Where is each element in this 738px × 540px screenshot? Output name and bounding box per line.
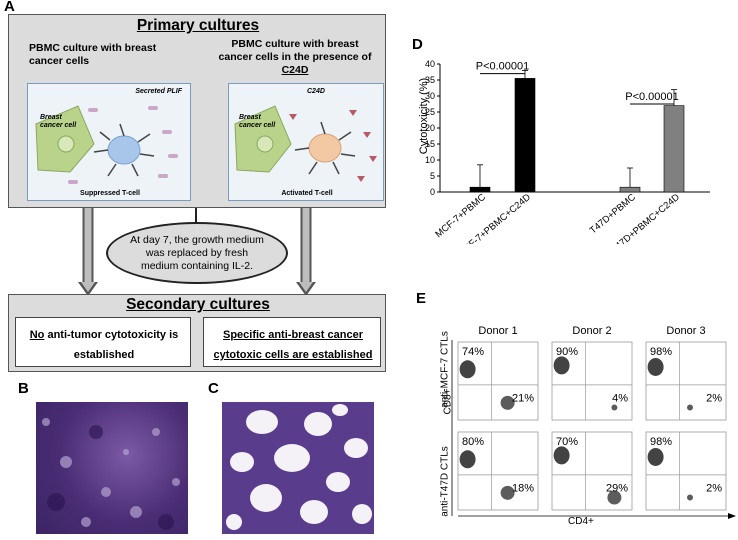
flow-cluster-cd4 xyxy=(607,490,622,505)
medium-replacement-note: At day 7, the growth medium was replaced… xyxy=(106,222,288,284)
donor-label: Donor 3 xyxy=(666,325,705,337)
flow-plot-frame xyxy=(645,431,727,511)
micrograph-b xyxy=(36,402,188,534)
flow-plot-frame xyxy=(645,341,727,421)
suppressed-tcell-drawing xyxy=(35,105,178,184)
activated-tcell-drawing xyxy=(234,105,377,182)
left-condition: PBMC culture with breast cancer cells xyxy=(29,42,157,67)
flow-plot-frame xyxy=(457,431,539,511)
flow-upper-percent: 90% xyxy=(556,346,578,358)
d-ytick-label: 5 xyxy=(430,171,435,181)
donor-label: Donor 1 xyxy=(478,325,517,337)
d-ytick-label: 40 xyxy=(425,59,435,69)
flow-cluster-cd8 xyxy=(553,446,570,465)
breast-cell-label-left: Breast cancer cell xyxy=(40,114,77,129)
primary-cultures-box: Primary cultures PBMC culture with breas… xyxy=(8,14,386,208)
flow-cluster-cd4 xyxy=(500,485,515,500)
primary-title: Primary cultures xyxy=(136,17,260,34)
no-cytotoxicity-text: No anti-tumor cytotoxicity is establishe… xyxy=(29,329,179,361)
d-bar xyxy=(514,78,536,193)
flow-upper-percent: 74% xyxy=(462,346,484,358)
flow-lower-percent: 4% xyxy=(612,392,628,404)
d-category-label: MCF-7+PBMC+C24D xyxy=(455,192,533,244)
flow-cluster-cd4 xyxy=(611,404,618,411)
d-ytick-label: 20 xyxy=(425,123,435,133)
flow-cluster-cd8 xyxy=(459,360,476,379)
flow-lower-percent: 21% xyxy=(512,392,534,404)
flow-cluster-cd4 xyxy=(687,404,693,411)
medium-text: At day 7, the growth medium was replaced… xyxy=(130,234,264,272)
micrograph-c xyxy=(222,402,374,534)
panel-letter-e: E xyxy=(416,290,427,307)
flow-cluster-cd8 xyxy=(647,447,664,466)
secondary-title: Secondary cultures xyxy=(126,296,270,313)
panel-letter-d: D xyxy=(412,36,423,53)
specific-cytotoxicity-box: Specific anti-breast cancer cytotoxic ce… xyxy=(203,317,381,367)
d-pvalue-label: P<0.00001 xyxy=(625,91,679,103)
flow-lower-percent: 2% xyxy=(706,392,722,404)
cd4-axis-label: CD4+ xyxy=(568,516,594,527)
micrograph-b-texture xyxy=(42,418,180,530)
breast-cell-label-right: Breast cancer cell xyxy=(239,114,276,129)
cytotoxicity-chart: 0510152025303540MCF-7+PBMCMCF-7+PBMC+C24… xyxy=(425,59,710,244)
flow-lower-percent: 18% xyxy=(512,482,534,494)
micrograph-c-colonies xyxy=(226,404,372,530)
d-ytick-label: 0 xyxy=(430,187,435,197)
d-ytick-label: 35 xyxy=(425,75,435,85)
d-ytick-label: 25 xyxy=(425,107,435,117)
d-category-label: T47D+PBMC+C24D xyxy=(609,192,682,244)
panel-letter-c: C xyxy=(208,380,219,397)
activated-illustration: C24D Breast cancer cell Activated T-cell xyxy=(228,83,384,201)
d-pvalue-label: P<0.00001 xyxy=(476,61,530,73)
flow-upper-percent: 80% xyxy=(462,436,484,448)
flow-cluster-cd4 xyxy=(687,494,693,501)
right-condition: PBMC culture with breast cancer cells in… xyxy=(218,38,372,76)
suppressed-illustration: Secreted PLIF Breast cancer cell Suppres… xyxy=(27,83,191,201)
flow-cluster-cd8 xyxy=(553,356,570,375)
no-cytotoxicity-box: No anti-tumor cytotoxicity is establishe… xyxy=(15,317,191,367)
flow-lower-percent: 29% xyxy=(606,482,628,494)
flow-cluster-cd8 xyxy=(647,357,664,376)
d-ytick-label: 30 xyxy=(425,91,435,101)
flow-upper-percent: 70% xyxy=(556,436,578,448)
flow-upper-percent: 98% xyxy=(650,346,672,358)
d-ytick-label: 10 xyxy=(425,155,435,165)
specific-cytotoxicity-text: Specific anti-breast cancer cytotoxic ce… xyxy=(213,329,373,361)
d-bar xyxy=(469,186,491,193)
d-bar xyxy=(619,186,641,193)
flow-cluster-cd8 xyxy=(459,450,476,469)
flow-arrows xyxy=(78,208,316,296)
flow-plot-frame xyxy=(457,341,539,421)
panel-letter-a: A xyxy=(4,0,15,15)
flow-lower-percent: 2% xyxy=(706,482,722,494)
secreted-plif-label: Secreted PLIF xyxy=(135,88,182,95)
flow-upper-percent: 98% xyxy=(650,436,672,448)
flow-cytometry-grid: Donor 1 Donor 2 Donor 3 74% 21% 90% 4% 98% 2% 80%… xyxy=(451,325,736,519)
panel-letter-b: B xyxy=(18,380,29,397)
d-bar xyxy=(663,105,685,193)
donor-label: Donor 2 xyxy=(572,325,611,337)
d-ytick-label: 15 xyxy=(425,139,435,149)
secondary-cultures-box: Secondary cultures No anti-tumor cytotox… xyxy=(8,294,386,372)
activated-tcell-label: Activated T-cell xyxy=(281,190,333,197)
c24d-label: C24D xyxy=(307,88,325,95)
flow-cluster-cd4 xyxy=(500,395,515,410)
flow-plot-frame xyxy=(551,341,633,421)
cd4-axis-arrow xyxy=(728,513,736,519)
suppressed-tcell-label: Suppressed T-cell xyxy=(80,190,140,197)
